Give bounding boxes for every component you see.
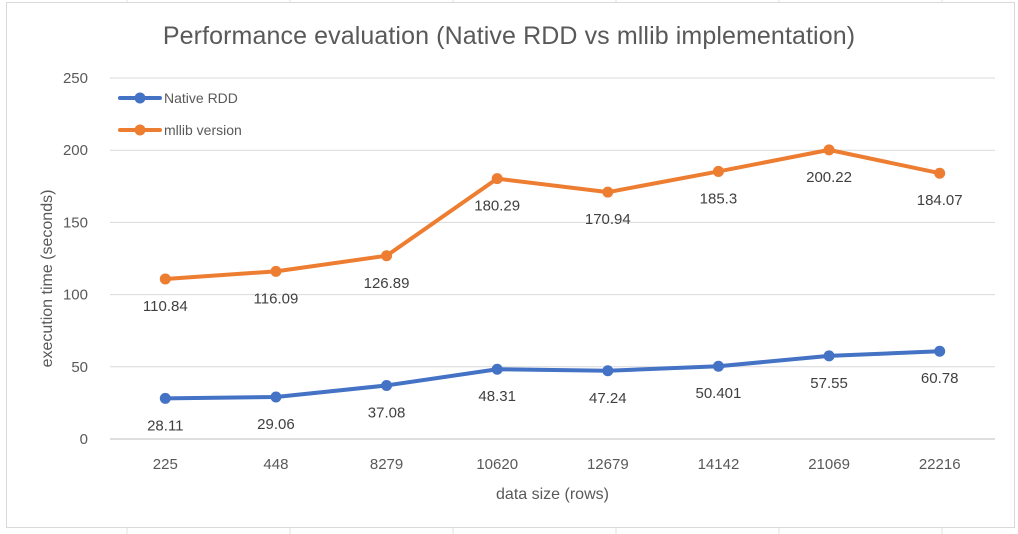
- data-label: 185.3: [700, 190, 738, 207]
- data-point[interactable]: [270, 265, 282, 277]
- x-tick-label: 448: [263, 456, 288, 473]
- legend: Native RDD mllib version: [118, 90, 242, 138]
- data-label: 184.07: [917, 192, 963, 209]
- data-label: 116.09: [254, 290, 299, 307]
- data-label: 28.11: [147, 417, 183, 434]
- x-tick-label: 8279: [370, 456, 403, 473]
- data-point[interactable]: [823, 350, 835, 362]
- data-point[interactable]: [491, 173, 503, 185]
- data-point[interactable]: [491, 363, 503, 375]
- data-label: 60.78: [921, 370, 959, 387]
- y-tick-label: 150: [63, 214, 88, 231]
- x-tick-label: 21069: [808, 456, 850, 473]
- data-point[interactable]: [381, 379, 393, 391]
- data-label: 57.55: [810, 375, 848, 392]
- data-point[interactable]: [823, 144, 835, 156]
- gridlines: [110, 77, 995, 440]
- data-label: 180.29: [474, 198, 520, 215]
- x-axis-title: data size (rows): [496, 486, 609, 503]
- data-label: 48.31: [478, 388, 516, 405]
- legend-swatch-marker: [134, 92, 146, 104]
- data-label: 50.401: [695, 385, 741, 402]
- data-label: 37.08: [368, 404, 406, 421]
- data-label: 170.94: [585, 211, 631, 228]
- x-tick-label: 225: [153, 456, 178, 473]
- data-point[interactable]: [712, 165, 724, 177]
- data-point[interactable]: [934, 167, 946, 179]
- data-point[interactable]: [602, 365, 614, 377]
- y-tick-label: 250: [63, 70, 88, 87]
- data-point[interactable]: [602, 186, 614, 198]
- data-label: 29.06: [257, 416, 295, 433]
- y-tick-label: 100: [63, 287, 88, 304]
- data-label: 126.89: [364, 275, 410, 292]
- data-label: 200.22: [806, 169, 852, 186]
- x-tick-label: 14142: [698, 456, 740, 473]
- legend-swatch-marker: [134, 124, 146, 136]
- x-tick-label: 12679: [587, 456, 629, 473]
- data-point[interactable]: [381, 250, 393, 262]
- series-line[interactable]: [163, 147, 942, 281]
- data-point[interactable]: [270, 391, 282, 403]
- data-point[interactable]: [712, 360, 724, 372]
- data-point[interactable]: [159, 273, 171, 285]
- chart-area[interactable]: [6, 2, 1015, 528]
- data-point[interactable]: [934, 345, 946, 357]
- chart-title: Performance evaluation (Native RDD vs ml…: [162, 22, 856, 50]
- y-tick-label: 200: [63, 142, 88, 159]
- series-0: 28.11 29.06 37.08 48.31 47.24 50.401 57.55 60.7…: [147, 345, 959, 434]
- y-axis-title: execution time (seconds): [39, 190, 56, 368]
- y-tick-label: 0: [80, 431, 88, 448]
- legend-label: mllib version: [164, 122, 242, 138]
- y-tick-label: 50: [71, 359, 88, 376]
- data-label: 47.24: [589, 390, 627, 407]
- x-tick-label: 22216: [919, 456, 961, 473]
- series-line[interactable]: [163, 349, 942, 401]
- data-point[interactable]: [159, 392, 171, 404]
- x-tick-label: 10620: [476, 456, 518, 473]
- data-label: 110.84: [143, 298, 188, 315]
- legend-label: Native RDD: [164, 90, 238, 106]
- series-1: 110.84 116.09 126.89 180.29 170.94 185.3 200.2…: [143, 144, 963, 315]
